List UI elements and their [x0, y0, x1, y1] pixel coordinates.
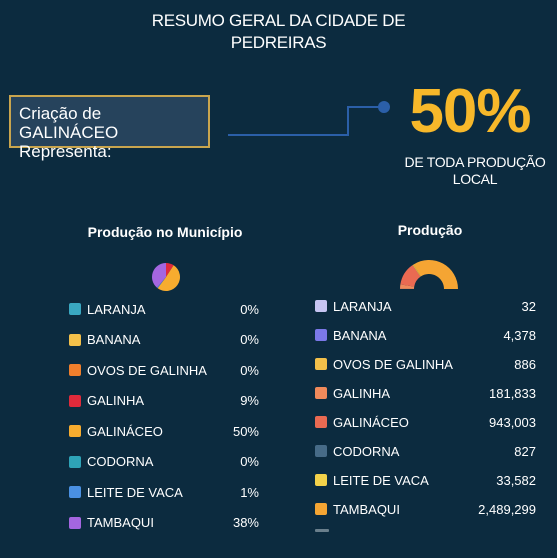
- legend-label: GALINHA: [87, 393, 145, 408]
- left-legend-item-ovos-de-galinha[interactable]: OVOS DE GALINHA 0%: [69, 362, 259, 378]
- right-panel-title: Produção: [397, 222, 463, 238]
- callout-line1: Criação de GALINÁCEO: [19, 104, 119, 142]
- left-legend-item-codorna[interactable]: CODORNA 0%: [69, 454, 259, 470]
- big-percent: 50%: [409, 77, 531, 146]
- right-legend-item-galinha[interactable]: GALINHA 181,833: [315, 385, 536, 401]
- legend-value: 0%: [240, 362, 259, 378]
- legend-value: 0%: [240, 332, 259, 347]
- page-title-line1: RESUMO GERAL DA CIDADE DE: [151, 11, 406, 30]
- legend-value: 4,378: [503, 327, 536, 343]
- legend-swatch: [69, 425, 81, 437]
- right-legend-item-banana[interactable]: BANANA 4,378: [315, 327, 536, 343]
- legend-value: 0%: [240, 301, 259, 317]
- legend-swatch: [69, 486, 81, 498]
- legend-swatch: [69, 394, 81, 407]
- pie-slice-leite-de-vaca[interactable]: [156, 277, 166, 289]
- pie-slice-galinaceo[interactable]: [157, 265, 180, 291]
- donut-slice-galinaceo[interactable]: [400, 265, 421, 287]
- legend-value: 1%: [240, 484, 259, 500]
- legend-label: CODORNA: [87, 454, 154, 469]
- big-caption-line1: DE TODA PRODUÇÃO: [404, 154, 546, 170]
- legend-label: GALINÁCEO: [333, 414, 409, 430]
- left-legend-item-banana[interactable]: BANANA 0%: [69, 332, 259, 348]
- legend-swatch: [69, 333, 81, 346]
- legend-value: 827: [514, 443, 536, 459]
- callout-box: Criação de GALINÁCEO Representa:: [9, 95, 210, 161]
- legend-label: GALINÁCEO: [87, 423, 163, 439]
- legend-label: LEITE DE VACA: [87, 484, 183, 500]
- left-legend-item-galinha[interactable]: GALINHA 9%: [69, 393, 259, 409]
- legend-swatch: [315, 358, 327, 370]
- legend-value: 943,003: [489, 414, 536, 430]
- left-legend-item-laranja[interactable]: LARANJA 0%: [69, 301, 259, 317]
- pie-slice-tambaqui[interactable]: [152, 263, 166, 288]
- left-panel-title: Produção no Município: [87, 224, 243, 240]
- legend-swatch: [315, 329, 327, 341]
- legend-label: LEITE DE VACA: [333, 472, 429, 488]
- legend-swatch: [315, 300, 327, 312]
- legend-value: 32: [521, 298, 536, 314]
- legend-value: 9%: [240, 393, 259, 408]
- legend-value: 886: [514, 356, 536, 372]
- big-caption-line2: LOCAL: [452, 171, 498, 187]
- callout-line2: Representa:: [19, 142, 112, 161]
- legend-swatch: [315, 416, 327, 428]
- right-legend-item-leite-de-vaca[interactable]: LEITE DE VACA 33,582: [315, 472, 536, 488]
- legend-label: BANANA: [333, 327, 387, 343]
- legend-label: OVOS DE GALINHA: [333, 356, 453, 372]
- left-legend-item-tambaqui[interactable]: TAMBAQUI 38%: [69, 515, 259, 531]
- legend-label: LARANJA: [87, 301, 146, 317]
- legend-label: CODORNA: [333, 443, 400, 459]
- producao-half-donut-chart: [400, 260, 458, 289]
- legend-swatch: [315, 503, 327, 515]
- right-legend-item-tambaqui[interactable]: TAMBAQUI 2,489,299: [315, 501, 536, 517]
- legend-label: GALINHA: [333, 385, 391, 401]
- right-legend-item-ovos-de-galinha[interactable]: OVOS DE GALINHA 886: [315, 356, 536, 372]
- legend-scroll-indicator[interactable]: [315, 529, 329, 532]
- legend-label: TAMBAQUI: [333, 501, 400, 517]
- legend-value: 33,582: [496, 472, 536, 488]
- legend-value: 50%: [232, 423, 259, 439]
- left-legend-item-leite-de-vaca[interactable]: LEITE DE VACA 1%: [69, 484, 259, 500]
- legend-swatch: [69, 455, 81, 468]
- legend-swatch: [69, 516, 81, 529]
- donut-slice-tambaqui[interactable]: [413, 260, 458, 289]
- legend-value: 38%: [232, 515, 259, 530]
- left-legend-item-galinaceo[interactable]: GALINÁCEO 50%: [69, 423, 259, 439]
- right-legend-item-laranja[interactable]: LARANJA 32: [315, 298, 536, 314]
- legend-label: LARANJA: [333, 298, 392, 314]
- page-title: RESUMO GERAL DA CIDADE DE PEDREIRAS: [0, 10, 557, 54]
- legend-swatch: [315, 474, 327, 486]
- big-caption: DE TODA PRODUÇÃO LOCAL: [395, 154, 555, 188]
- legend-value: 181,833: [489, 385, 536, 401]
- donut-slice-galinha[interactable]: [400, 284, 415, 289]
- donut-slice-codorna[interactable]: [412, 265, 421, 277]
- right-legend-item-codorna[interactable]: CODORNA 827: [315, 443, 536, 459]
- legend-swatch: [69, 364, 81, 376]
- legend-value: 0%: [240, 454, 259, 469]
- pie-slice-galinha[interactable]: [166, 263, 174, 277]
- legend-label: OVOS DE GALINHA: [87, 362, 207, 378]
- right-legend-item-galinaceo[interactable]: GALINÁCEO 943,003: [315, 414, 536, 430]
- legend-swatch: [315, 445, 327, 457]
- legend-swatch: [69, 303, 81, 315]
- legend-label: TAMBAQUI: [87, 515, 154, 530]
- municipio-pie-chart: [152, 263, 180, 291]
- legend-label: BANANA: [87, 332, 141, 347]
- legend-value: 2,489,299: [478, 501, 536, 517]
- page-title-line2: PEDREIRAS: [230, 33, 327, 52]
- connector-dot: [378, 101, 390, 113]
- legend-swatch: [315, 387, 327, 399]
- donut-slice-leite-de-vaca[interactable]: [412, 264, 421, 277]
